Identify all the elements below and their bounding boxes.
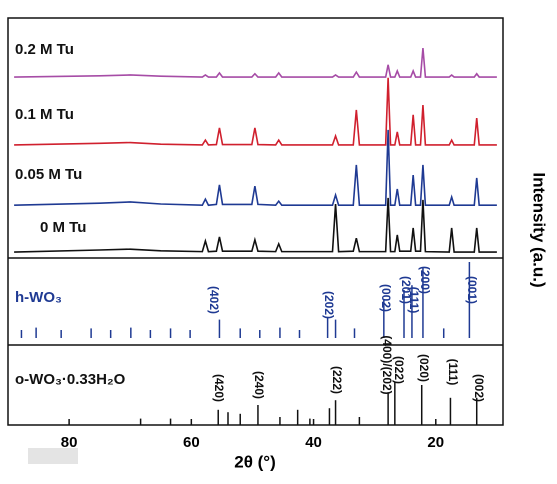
spectrum-line bbox=[14, 129, 497, 207]
peak-annotation: (200) bbox=[418, 266, 432, 294]
spectrum-line bbox=[14, 197, 497, 253]
peak-annotation: (111) bbox=[407, 287, 421, 314]
series-label: 0.2 M Tu bbox=[15, 41, 74, 58]
peak-annotation: (020) bbox=[417, 354, 431, 382]
peak-annotation: (201) bbox=[399, 276, 413, 304]
peak-annotation: (402) bbox=[207, 286, 221, 314]
peak-annotation: (420) bbox=[212, 374, 226, 402]
peak-annotation: (002) bbox=[379, 284, 393, 312]
peak-annotation: (202) bbox=[322, 291, 336, 319]
watermark bbox=[28, 448, 78, 464]
series-label: 0.05 M Tu bbox=[15, 166, 82, 183]
reference-label: h-WO₃ bbox=[15, 289, 62, 306]
peak-annotation: (400)/(202) bbox=[380, 335, 394, 394]
x-tick-label: 80 bbox=[61, 434, 78, 451]
spectrum-line bbox=[14, 77, 497, 146]
peak-annotation: (022) bbox=[392, 356, 406, 384]
plot-frame bbox=[7, 17, 504, 426]
y-axis-label: Intensity (a.u.) bbox=[530, 172, 549, 287]
x-tick-label: 20 bbox=[427, 434, 444, 451]
peak-annotation: (002) bbox=[472, 374, 486, 402]
series-label: 0 M Tu bbox=[40, 219, 86, 236]
peak-annotation: (240) bbox=[252, 371, 266, 399]
x-axis-label: 2θ (°) bbox=[234, 452, 276, 471]
x-tick-label: 40 bbox=[305, 434, 322, 451]
x-tick-label: 60 bbox=[183, 434, 200, 451]
peak-annotation: (001) bbox=[465, 276, 479, 304]
reference-label: o-WO₃·0.33H₂O bbox=[15, 371, 126, 388]
series-label: 0.1 M Tu bbox=[15, 106, 74, 123]
peak-annotation: (111) bbox=[446, 359, 460, 386]
peak-annotation: (222) bbox=[330, 366, 344, 394]
spectrum-line bbox=[14, 48, 497, 78]
